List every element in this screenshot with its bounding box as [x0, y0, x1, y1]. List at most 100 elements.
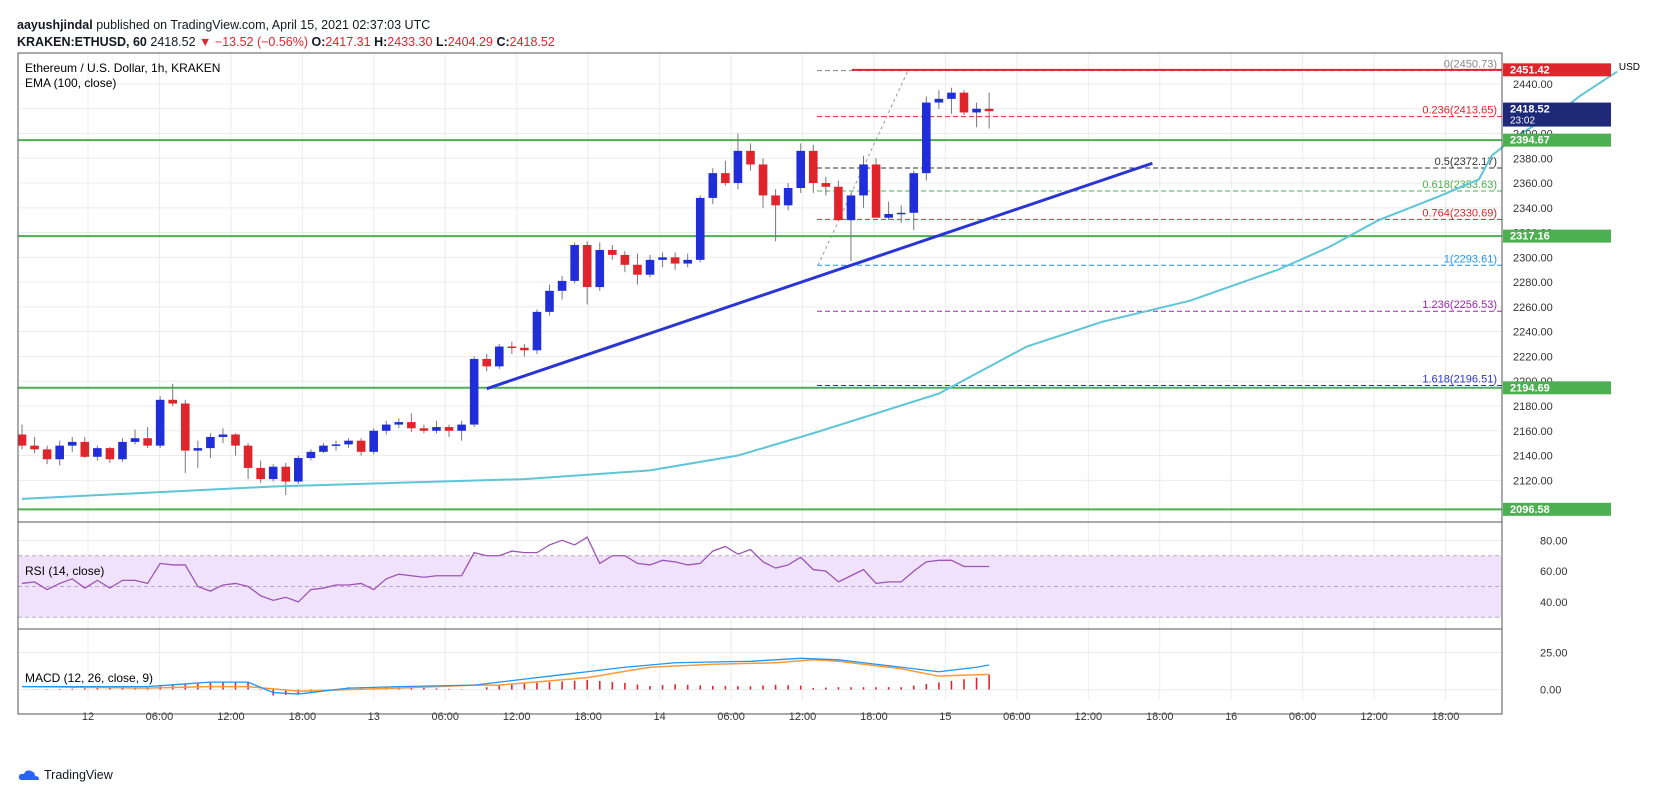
fib-level-label: 0.618(2353.63)	[1422, 179, 1497, 191]
close-value: 2418.52	[509, 35, 555, 49]
candle-body	[180, 403, 190, 451]
candles	[17, 87, 994, 496]
close-label: C:	[496, 35, 510, 49]
price-axis-label-text: 2394.67	[1510, 135, 1550, 147]
candle-body	[896, 212, 906, 215]
macd-tick-label: 25.00	[1540, 647, 1568, 659]
macd-signal-line	[21, 659, 990, 692]
candle-body	[595, 249, 605, 288]
candle-body	[633, 264, 642, 275]
candle-body	[871, 164, 881, 218]
y-tick-label: 2440.00	[1513, 79, 1553, 91]
fib-level-label: 0.5(2372.17)	[1435, 156, 1497, 168]
x-tick-label: 06:00	[717, 711, 745, 723]
author-name[interactable]: aayushjindal	[17, 18, 93, 32]
symbol-label: KRAKEN:ETHUSD, 60	[17, 35, 147, 49]
macd-legend: MACD (12, 26, close, 9)	[25, 671, 153, 685]
candle-body	[545, 290, 554, 312]
candle-body	[55, 445, 64, 460]
candle-body	[708, 173, 718, 198]
price-axis-label-text: 2317.16	[1510, 231, 1550, 243]
candle-body	[206, 436, 215, 449]
candle-body	[67, 441, 77, 446]
x-tick-label: 12:00	[1360, 711, 1388, 723]
x-tick-label: 06:00	[1289, 711, 1317, 723]
x-tick-label: 15	[939, 711, 951, 723]
candle-body	[620, 254, 630, 265]
rsi-tick-label: 60.00	[1540, 566, 1568, 578]
candle-body	[130, 438, 140, 442]
candle-body	[520, 347, 529, 351]
price-axis-label-text: 2418.52	[1510, 104, 1550, 116]
price-axis-label	[1503, 133, 1611, 147]
candle-body	[331, 444, 341, 446]
chart-overlays: 0(2450.73) 0.236(2413.65) 0.5(2372.17) 0.61…	[18, 59, 1502, 618]
candle-body	[733, 150, 743, 184]
y-tick-label: 2340.00	[1513, 203, 1553, 215]
ohlc-line: KRAKEN:ETHUSD, 60 2418.52 ▼ −13.52 (−0.5…	[17, 35, 555, 49]
price-axis: 12 06:00 12:00 18:00 13 06:00 12:00 18:00 14 06:0…	[82, 63, 1611, 723]
brand-name: TradingView	[44, 768, 113, 782]
candle-body	[281, 466, 291, 482]
candle-body	[721, 173, 730, 184]
candle-body	[80, 441, 90, 457]
rsi-tick-label: 80.00	[1540, 535, 1568, 547]
low-label: L:	[435, 35, 448, 49]
fib-level-label: 0.764(2330.69)	[1422, 207, 1497, 219]
open-value: 2417.31	[325, 35, 371, 49]
candle-body	[783, 188, 793, 206]
candle-body	[909, 173, 919, 213]
x-tick-label: 06:00	[1003, 711, 1031, 723]
candle-body	[394, 422, 404, 425]
candle-body	[118, 441, 127, 460]
candle-body	[256, 467, 265, 480]
candle-body	[105, 448, 115, 460]
candle-body	[821, 183, 831, 187]
tradingview-logo[interactable]: TradingView	[18, 768, 113, 782]
price-axis-label	[1503, 381, 1611, 395]
candle-body	[457, 424, 466, 431]
price-axis-label	[1503, 502, 1611, 516]
last-price: 2418.52	[150, 35, 196, 49]
candle-body	[381, 424, 391, 431]
price-change: −13.52 (−0.56%)	[214, 35, 309, 49]
ema-legend: EMA (100, close)	[25, 76, 116, 90]
candle-body	[582, 244, 592, 288]
y-tick-label: 2360.00	[1513, 178, 1553, 190]
candle-body	[319, 445, 328, 452]
candle-body	[42, 449, 52, 460]
y-tick-label: 2160.00	[1513, 426, 1553, 438]
price-axis-label-text: 2194.69	[1510, 382, 1550, 394]
candle-body	[959, 92, 969, 113]
low-value: 2404.29	[447, 35, 493, 49]
candle-body	[557, 280, 567, 291]
candle-body	[645, 259, 655, 275]
candle-body	[93, 448, 102, 457]
y-tick-label: 2240.00	[1513, 327, 1553, 339]
candle-body	[243, 445, 253, 468]
cloud-icon	[18, 770, 39, 780]
y-tick-label: 2140.00	[1513, 451, 1553, 463]
price-axis-label-text: 2451.42	[1510, 64, 1550, 76]
candle-body	[30, 445, 39, 450]
high-label: H:	[374, 35, 388, 49]
price-axis-label	[1503, 102, 1611, 127]
candle-body	[432, 427, 441, 431]
chart-title: Ethereum / U.S. Dollar, 1h, KRAKEN	[25, 61, 220, 75]
candle-body	[859, 164, 868, 196]
high-value: 2433.30	[387, 35, 433, 49]
candle-body	[344, 440, 353, 445]
price-axis-label	[1503, 63, 1611, 77]
candle-body	[306, 451, 316, 459]
published-text: published on TradingView.com, April 15, …	[96, 18, 431, 32]
candle-body	[532, 311, 542, 351]
y-tick-label: 2280.00	[1513, 277, 1553, 289]
x-tick-label: 18:00	[860, 711, 888, 723]
candle-body	[155, 399, 165, 446]
candle-body	[218, 434, 228, 437]
trend-line	[486, 161, 1153, 391]
x-tick-label: 18:00	[289, 711, 317, 723]
candle-body	[482, 358, 492, 367]
fib-level-label: 1.236(2256.53)	[1422, 299, 1497, 311]
